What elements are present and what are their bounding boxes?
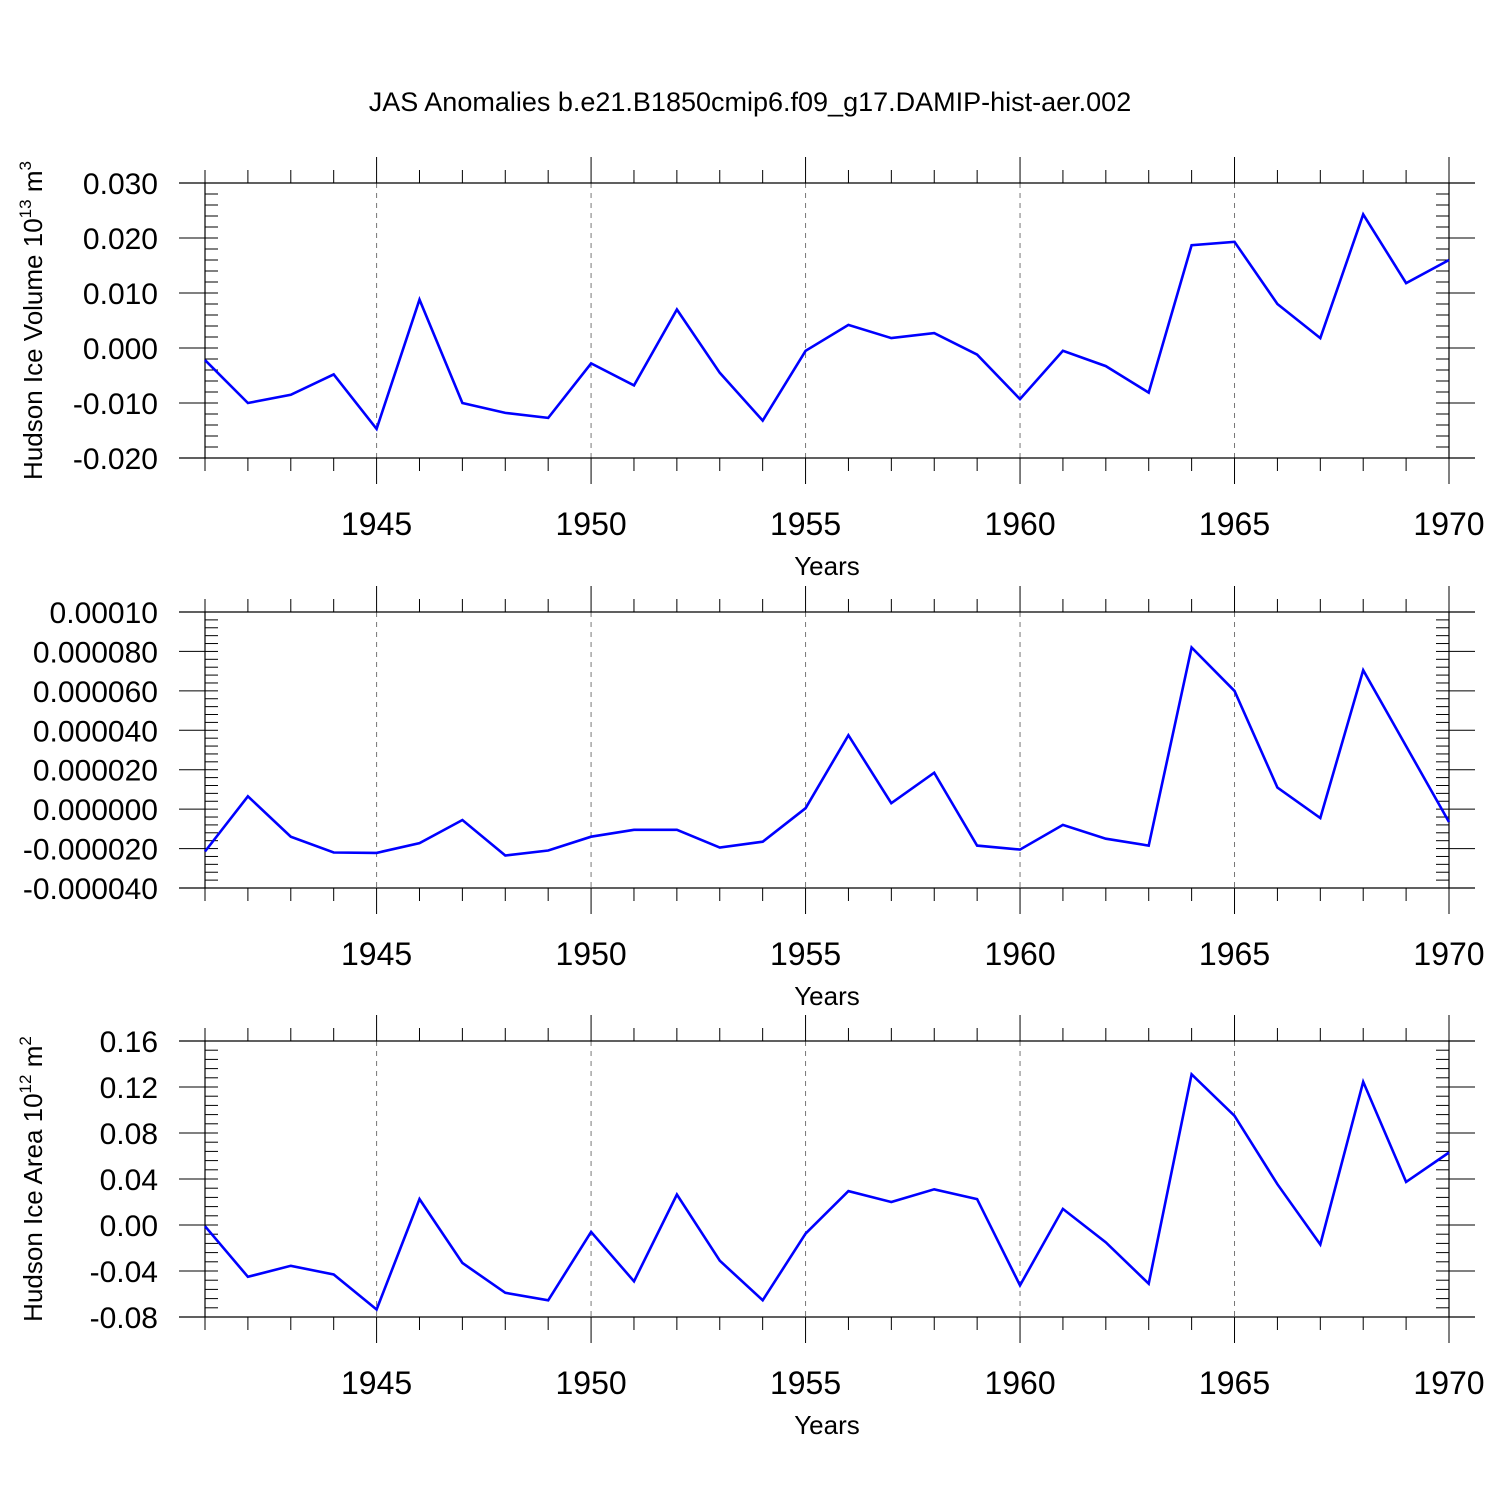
x-tick-label-1955: 1955 [770, 506, 841, 542]
y-axis-label-exponent: 13 [16, 199, 35, 218]
y-axis-label: Hudson Ice Area 1012 m2 [16, 1036, 48, 1322]
panel-3: -0.08 -0.04 0.00 0.04 0.08 0.12 0.16 1945 1950 19… [16, 1015, 1485, 1440]
x-tick-label-1945: 1945 [341, 1365, 412, 1401]
panel-2: -0.000040 -0.000020 0.000000 0.000020 0.0000… [23, 586, 1485, 1011]
y-tick-label-3: 0.04 [100, 1164, 158, 1197]
x-axis-label: Years [794, 551, 860, 581]
y-axis-label-unit: m [18, 171, 48, 200]
x-axis-label: Years [794, 1410, 860, 1440]
x-tick-label-1950: 1950 [555, 506, 626, 542]
x-tick-label-1950: 1950 [555, 1365, 626, 1401]
y-tick-label-5: 0.000060 [33, 676, 158, 709]
y-tick-label-7: 0.00010 [50, 597, 158, 630]
y-tick-label-1: -0.010 [73, 388, 158, 421]
y-tick-label-4: 0.000040 [33, 715, 158, 748]
x-tick-label-1965: 1965 [1199, 506, 1270, 542]
x-tick-label-1960: 1960 [984, 506, 1055, 542]
y-tick-label-0: -0.020 [73, 443, 158, 476]
x-tick-label-1960: 1960 [984, 1365, 1055, 1401]
y-tick-label-0: -0.000040 [23, 873, 158, 906]
y-tick-label-1: -0.000020 [23, 834, 158, 867]
y-tick-label-3: 0.010 [83, 278, 158, 311]
y-tick-label-2: 0.000 [83, 333, 158, 366]
x-tick-label-1955: 1955 [770, 1365, 841, 1401]
x-tick-label-1945: 1945 [341, 936, 412, 972]
y-axis-label-text: Hudson Ice Volume 10 [18, 218, 48, 480]
y-axis-label-unit-exponent: 2 [16, 1036, 35, 1045]
series-line [203, 644, 1451, 857]
panel-1: -0.020 -0.010 0.000 0.010 0.020 0.030 1945 1950… [16, 157, 1485, 581]
x-tick-label-1970: 1970 [1413, 936, 1484, 972]
series-line [204, 1071, 1450, 1312]
x-tick-label-1965: 1965 [1199, 1365, 1270, 1401]
y-tick-label-6: 0.16 [100, 1026, 158, 1059]
y-tick-label-5: 0.030 [83, 168, 158, 201]
series-line [204, 211, 1450, 432]
y-tick-label-6: 0.000080 [33, 636, 158, 669]
y-tick-label-2: 0.000000 [33, 794, 158, 827]
y-tick-label-5: 0.12 [100, 1072, 158, 1105]
y-axis-label-exponent: 12 [16, 1075, 35, 1094]
y-tick-label-0: -0.08 [90, 1302, 158, 1335]
x-tick-label-1970: 1970 [1413, 506, 1484, 542]
y-tick-label-4: 0.020 [83, 223, 158, 256]
x-tick-label-1945: 1945 [341, 506, 412, 542]
panels: -0.020 -0.010 0.000 0.010 0.020 0.030 1945 1950… [16, 157, 1485, 1440]
x-tick-label-1955: 1955 [770, 936, 841, 972]
y-axis-label: Hudson Ice Volume 1013 m3 [16, 161, 48, 480]
y-axis-label-text: Hudson Ice Area 10 [18, 1093, 48, 1321]
y-axis-label-unit-exponent: 3 [16, 161, 35, 170]
x-tick-label-1970: 1970 [1413, 1365, 1484, 1401]
y-tick-label-3: 0.000020 [33, 755, 158, 788]
x-tick-label-1960: 1960 [984, 936, 1055, 972]
y-axis-label-unit: m [18, 1046, 48, 1075]
y-tick-label-4: 0.08 [100, 1118, 158, 1151]
x-tick-label-1965: 1965 [1199, 936, 1270, 972]
x-tick-label-1950: 1950 [555, 936, 626, 972]
x-axis-label: Years [794, 981, 860, 1011]
chart-title: JAS Anomalies b.e21.B1850cmip6.f09_g17.D… [369, 87, 1131, 117]
y-tick-label-2: 0.00 [100, 1210, 158, 1243]
y-tick-label-1: -0.04 [90, 1256, 158, 1289]
